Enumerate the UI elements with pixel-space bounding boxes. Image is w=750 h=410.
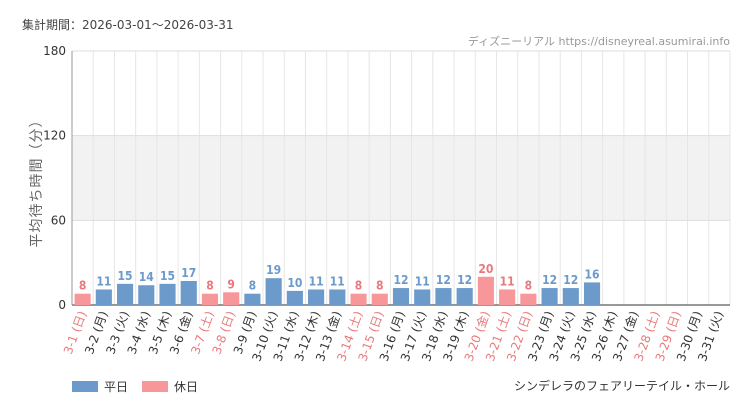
bar xyxy=(350,293,367,305)
bar xyxy=(329,289,346,305)
shaded-band xyxy=(72,135,730,221)
data-label: 10 xyxy=(287,276,302,290)
legend: 平日 休日 xyxy=(72,378,198,395)
bar xyxy=(456,288,473,305)
bar xyxy=(138,285,155,305)
data-label: 11 xyxy=(309,274,324,288)
bar xyxy=(223,292,240,305)
bar xyxy=(265,278,282,305)
legend-item-holiday: 休日 xyxy=(142,378,198,395)
bar xyxy=(541,288,558,305)
data-label: 11 xyxy=(96,274,111,288)
y-tick-label: 0 xyxy=(58,298,66,312)
data-label: 17 xyxy=(181,266,196,280)
bar xyxy=(562,288,579,305)
bar xyxy=(159,283,176,305)
bar xyxy=(520,293,537,305)
data-label: 12 xyxy=(563,273,578,287)
data-label: 8 xyxy=(206,279,214,293)
legend-label-weekday: 平日 xyxy=(104,380,129,394)
data-label: 15 xyxy=(160,269,175,283)
data-label: 11 xyxy=(330,274,345,288)
bar xyxy=(435,288,452,305)
data-label: 8 xyxy=(376,279,384,293)
data-label: 12 xyxy=(457,273,472,287)
data-label: 8 xyxy=(355,279,363,293)
bar xyxy=(74,293,91,305)
data-label: 11 xyxy=(500,274,515,288)
data-label: 12 xyxy=(542,273,557,287)
period-label: 集計期間：2026-03-01～2026-03-31 xyxy=(22,18,234,32)
y-tick-label: 60 xyxy=(51,213,66,227)
data-label: 8 xyxy=(525,279,533,293)
legend-swatch-weekday xyxy=(72,381,98,392)
legend-item-weekday: 平日 xyxy=(72,378,128,395)
bar xyxy=(499,289,516,305)
bar xyxy=(201,293,219,305)
bar xyxy=(116,283,134,305)
bar xyxy=(308,289,325,305)
bar xyxy=(414,289,431,305)
data-label: 15 xyxy=(118,269,133,283)
data-label: 12 xyxy=(393,273,408,287)
bar xyxy=(286,290,303,305)
data-label: 8 xyxy=(79,279,87,293)
data-label: 14 xyxy=(139,270,155,284)
data-label: 19 xyxy=(266,263,281,277)
data-label: 8 xyxy=(249,279,257,293)
bar xyxy=(477,276,494,305)
bar xyxy=(95,289,112,305)
legend-label-holiday: 休日 xyxy=(174,380,199,394)
legend-swatch-holiday xyxy=(142,381,169,392)
bar xyxy=(371,293,388,305)
bar xyxy=(180,281,197,305)
data-label: 20 xyxy=(478,262,493,276)
data-label: 12 xyxy=(436,273,451,287)
data-label: 11 xyxy=(415,274,430,288)
bar xyxy=(244,293,261,305)
bar xyxy=(392,288,410,305)
y-tick-label: 120 xyxy=(43,129,66,143)
attraction-name: シンデレラのフェアリーテイル・ホール xyxy=(513,379,730,393)
y-tick-label: 180 xyxy=(43,44,66,58)
data-label: 9 xyxy=(227,277,235,291)
site-credit: ディズニーリアル https://disneyreal.asumirai.inf… xyxy=(467,35,730,48)
data-label: 16 xyxy=(585,267,600,281)
bar xyxy=(583,282,601,305)
